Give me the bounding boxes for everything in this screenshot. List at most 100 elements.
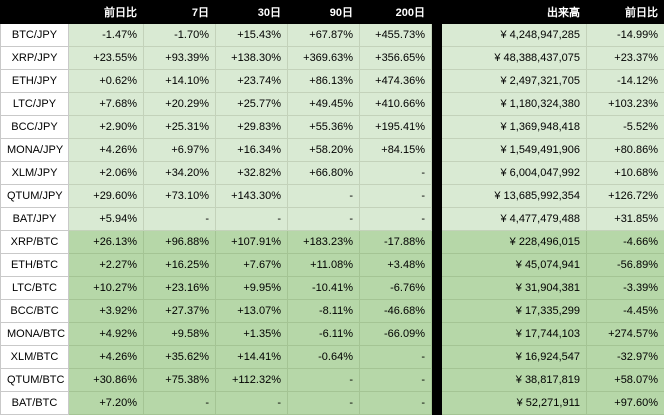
separator-cell bbox=[431, 69, 442, 93]
pair-label: QTUM/BTC bbox=[0, 368, 69, 392]
header-row: 前日比 7日 30日 90日 200日 出来高 前日比 bbox=[0, 0, 664, 24]
header-day-change: 前日比 bbox=[68, 0, 144, 24]
volume-change-cell: -32.97% bbox=[586, 345, 664, 369]
change-1d-cell: +4.92% bbox=[68, 322, 144, 346]
change-7d-cell: -1.70% bbox=[143, 23, 216, 47]
table-row: BAT/BTC +7.20% - - - - ¥ 52,271,911 +97.60% bbox=[0, 391, 664, 415]
table-row: XRP/BTC +26.13% +96.88% +107.91% +183.23% -17… bbox=[0, 230, 664, 254]
volume-change-cell: +126.72% bbox=[586, 184, 664, 208]
pair-label: LTC/BTC bbox=[0, 276, 69, 300]
change-90d-cell: +11.08% bbox=[287, 253, 360, 277]
table-row: BAT/JPY +5.94% - - - - ¥ 4,477,479,488 +31.85% bbox=[0, 207, 664, 231]
pair-label: XLM/BTC bbox=[0, 345, 69, 369]
volume-change-cell: -14.99% bbox=[586, 23, 664, 47]
change-7d-cell: +93.39% bbox=[143, 46, 216, 70]
change-30d-cell: +32.82% bbox=[215, 161, 288, 185]
volume-cell: ¥ 1,549,491,906 bbox=[441, 138, 587, 162]
change-200d-cell: - bbox=[359, 207, 432, 231]
change-200d-cell: +474.36% bbox=[359, 69, 432, 93]
change-30d-cell: +15.43% bbox=[215, 23, 288, 47]
table-row: XRP/JPY +23.55% +93.39% +138.30% +369.63% +35… bbox=[0, 46, 664, 70]
header-30d: 30日 bbox=[215, 0, 288, 24]
change-90d-cell: +183.23% bbox=[287, 230, 360, 254]
change-30d-cell: +107.91% bbox=[215, 230, 288, 254]
change-1d-cell: +3.92% bbox=[68, 299, 144, 323]
change-30d-cell: +13.07% bbox=[215, 299, 288, 323]
volume-cell: ¥ 52,271,911 bbox=[441, 391, 587, 415]
header-volume-day-change: 前日比 bbox=[586, 0, 664, 24]
change-30d-cell: +138.30% bbox=[215, 46, 288, 70]
volume-change-cell: +58.07% bbox=[586, 368, 664, 392]
separator-cell bbox=[431, 276, 442, 300]
change-200d-cell: +410.66% bbox=[359, 92, 432, 116]
change-1d-cell: +5.94% bbox=[68, 207, 144, 231]
volume-change-cell: +274.57% bbox=[586, 322, 664, 346]
change-200d-cell: +356.65% bbox=[359, 46, 432, 70]
table-header: 前日比 7日 30日 90日 200日 出来高 前日比 bbox=[0, 0, 664, 24]
change-1d-cell: +30.86% bbox=[68, 368, 144, 392]
table-row: MONA/BTC +4.92% +9.58% +1.35% -6.11% -66.09% ¥… bbox=[0, 322, 664, 346]
separator-cell bbox=[431, 207, 442, 231]
table-row: LTC/BTC +10.27% +23.16% +9.95% -10.41% -6.76%… bbox=[0, 276, 664, 300]
volume-cell: ¥ 13,685,992,354 bbox=[441, 184, 587, 208]
change-30d-cell: +29.83% bbox=[215, 115, 288, 139]
table-row: ETH/BTC +2.27% +16.25% +7.67% +11.08% +3.48% ¥… bbox=[0, 253, 664, 277]
separator-cell bbox=[431, 299, 442, 323]
separator-cell bbox=[431, 230, 442, 254]
volume-cell: ¥ 48,388,437,075 bbox=[441, 46, 587, 70]
header-200d: 200日 bbox=[359, 0, 432, 24]
change-90d-cell: - bbox=[287, 184, 360, 208]
change-1d-cell: +4.26% bbox=[68, 345, 144, 369]
volume-cell: ¥ 45,074,941 bbox=[441, 253, 587, 277]
change-1d-cell: +10.27% bbox=[68, 276, 144, 300]
pair-label: ETH/BTC bbox=[0, 253, 69, 277]
volume-cell: ¥ 228,496,015 bbox=[441, 230, 587, 254]
change-1d-cell: +23.55% bbox=[68, 46, 144, 70]
change-1d-cell: +26.13% bbox=[68, 230, 144, 254]
volume-cell: ¥ 1,369,948,418 bbox=[441, 115, 587, 139]
change-1d-cell: -1.47% bbox=[68, 23, 144, 47]
volume-cell: ¥ 17,335,299 bbox=[441, 299, 587, 323]
pair-label: BAT/BTC bbox=[0, 391, 69, 415]
change-30d-cell: +112.32% bbox=[215, 368, 288, 392]
change-200d-cell: - bbox=[359, 184, 432, 208]
pair-label: BCC/BTC bbox=[0, 299, 69, 323]
change-7d-cell: +6.97% bbox=[143, 138, 216, 162]
separator-cell bbox=[431, 322, 442, 346]
table-row: XLM/BTC +4.26% +35.62% +14.41% -0.64% - ¥ 16,9… bbox=[0, 345, 664, 369]
change-200d-cell: - bbox=[359, 161, 432, 185]
change-7d-cell: +20.29% bbox=[143, 92, 216, 116]
pair-label: BCC/JPY bbox=[0, 115, 69, 139]
change-30d-cell: +14.41% bbox=[215, 345, 288, 369]
volume-cell: ¥ 4,248,947,285 bbox=[441, 23, 587, 47]
change-1d-cell: +2.90% bbox=[68, 115, 144, 139]
volume-change-cell: +10.68% bbox=[586, 161, 664, 185]
change-1d-cell: +7.68% bbox=[68, 92, 144, 116]
change-200d-cell: +84.15% bbox=[359, 138, 432, 162]
change-90d-cell: +66.80% bbox=[287, 161, 360, 185]
volume-cell: ¥ 6,004,047,992 bbox=[441, 161, 587, 185]
volume-cell: ¥ 2,497,321,705 bbox=[441, 69, 587, 93]
change-30d-cell: +9.95% bbox=[215, 276, 288, 300]
volume-cell: ¥ 38,817,819 bbox=[441, 368, 587, 392]
change-1d-cell: +0.62% bbox=[68, 69, 144, 93]
change-7d-cell: +14.10% bbox=[143, 69, 216, 93]
change-90d-cell: +49.45% bbox=[287, 92, 360, 116]
change-30d-cell: +16.34% bbox=[215, 138, 288, 162]
volume-change-cell: +103.23% bbox=[586, 92, 664, 116]
change-90d-cell: -10.41% bbox=[287, 276, 360, 300]
header-separator bbox=[431, 0, 442, 24]
change-7d-cell: +25.31% bbox=[143, 115, 216, 139]
separator-cell bbox=[431, 184, 442, 208]
header-7d: 7日 bbox=[143, 0, 216, 24]
volume-change-cell: +23.37% bbox=[586, 46, 664, 70]
header-corner bbox=[0, 0, 69, 24]
change-200d-cell: +3.48% bbox=[359, 253, 432, 277]
change-90d-cell: -8.11% bbox=[287, 299, 360, 323]
separator-cell bbox=[431, 368, 442, 392]
table-row: QTUM/BTC +30.86% +75.38% +112.32% - - ¥ 38,817… bbox=[0, 368, 664, 392]
volume-change-cell: +80.86% bbox=[586, 138, 664, 162]
table-row: ETH/JPY +0.62% +14.10% +23.74% +86.13% +474.3… bbox=[0, 69, 664, 93]
change-7d-cell: +96.88% bbox=[143, 230, 216, 254]
